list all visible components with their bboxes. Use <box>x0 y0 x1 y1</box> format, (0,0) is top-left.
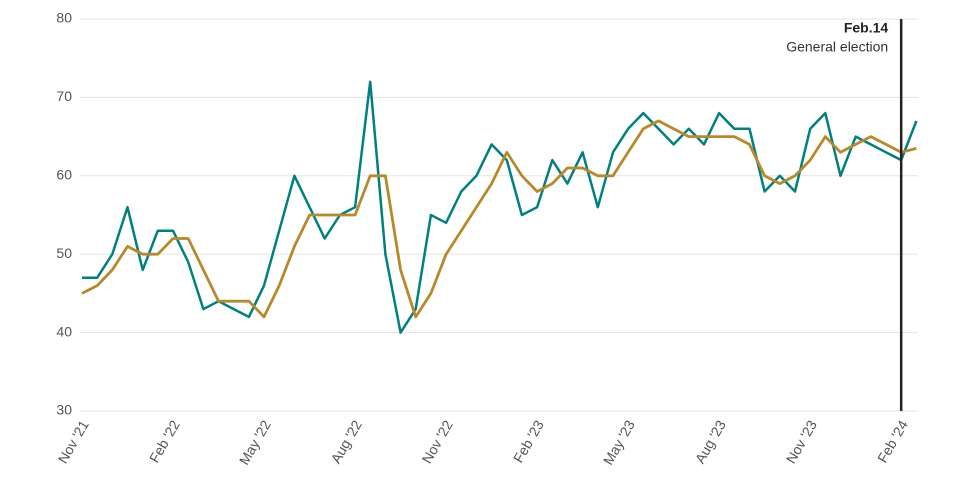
x-tick-label: May '23 <box>600 417 638 467</box>
x-tick-label: Feb '22 <box>146 417 183 465</box>
y-tick-label: 50 <box>56 245 72 261</box>
line-series <box>82 80 918 334</box>
y-tick-label: 30 <box>56 402 72 418</box>
x-tick-label: Nov '22 <box>419 417 456 466</box>
y-tick-label: 70 <box>56 88 72 104</box>
annotation-label: Feb.14 <box>844 20 889 36</box>
x-tick-label: May '22 <box>236 417 274 467</box>
y-tick-label: 60 <box>56 167 72 183</box>
x-tick-label: Aug '22 <box>327 417 364 466</box>
y-tick-label: 80 <box>56 10 72 26</box>
grid <box>80 18 918 412</box>
y-tick-label: 40 <box>56 323 72 339</box>
x-tick-label: Feb '24 <box>874 417 911 465</box>
plot <box>81 80 918 334</box>
x-tick-label: Nov '21 <box>54 417 91 466</box>
x-tick-label: Feb '23 <box>510 417 547 465</box>
annotation-text: General election <box>786 39 888 55</box>
line-series <box>81 119 917 319</box>
x-tick-label: Aug '23 <box>692 417 729 466</box>
x-tick-label: Nov '23 <box>783 417 820 466</box>
